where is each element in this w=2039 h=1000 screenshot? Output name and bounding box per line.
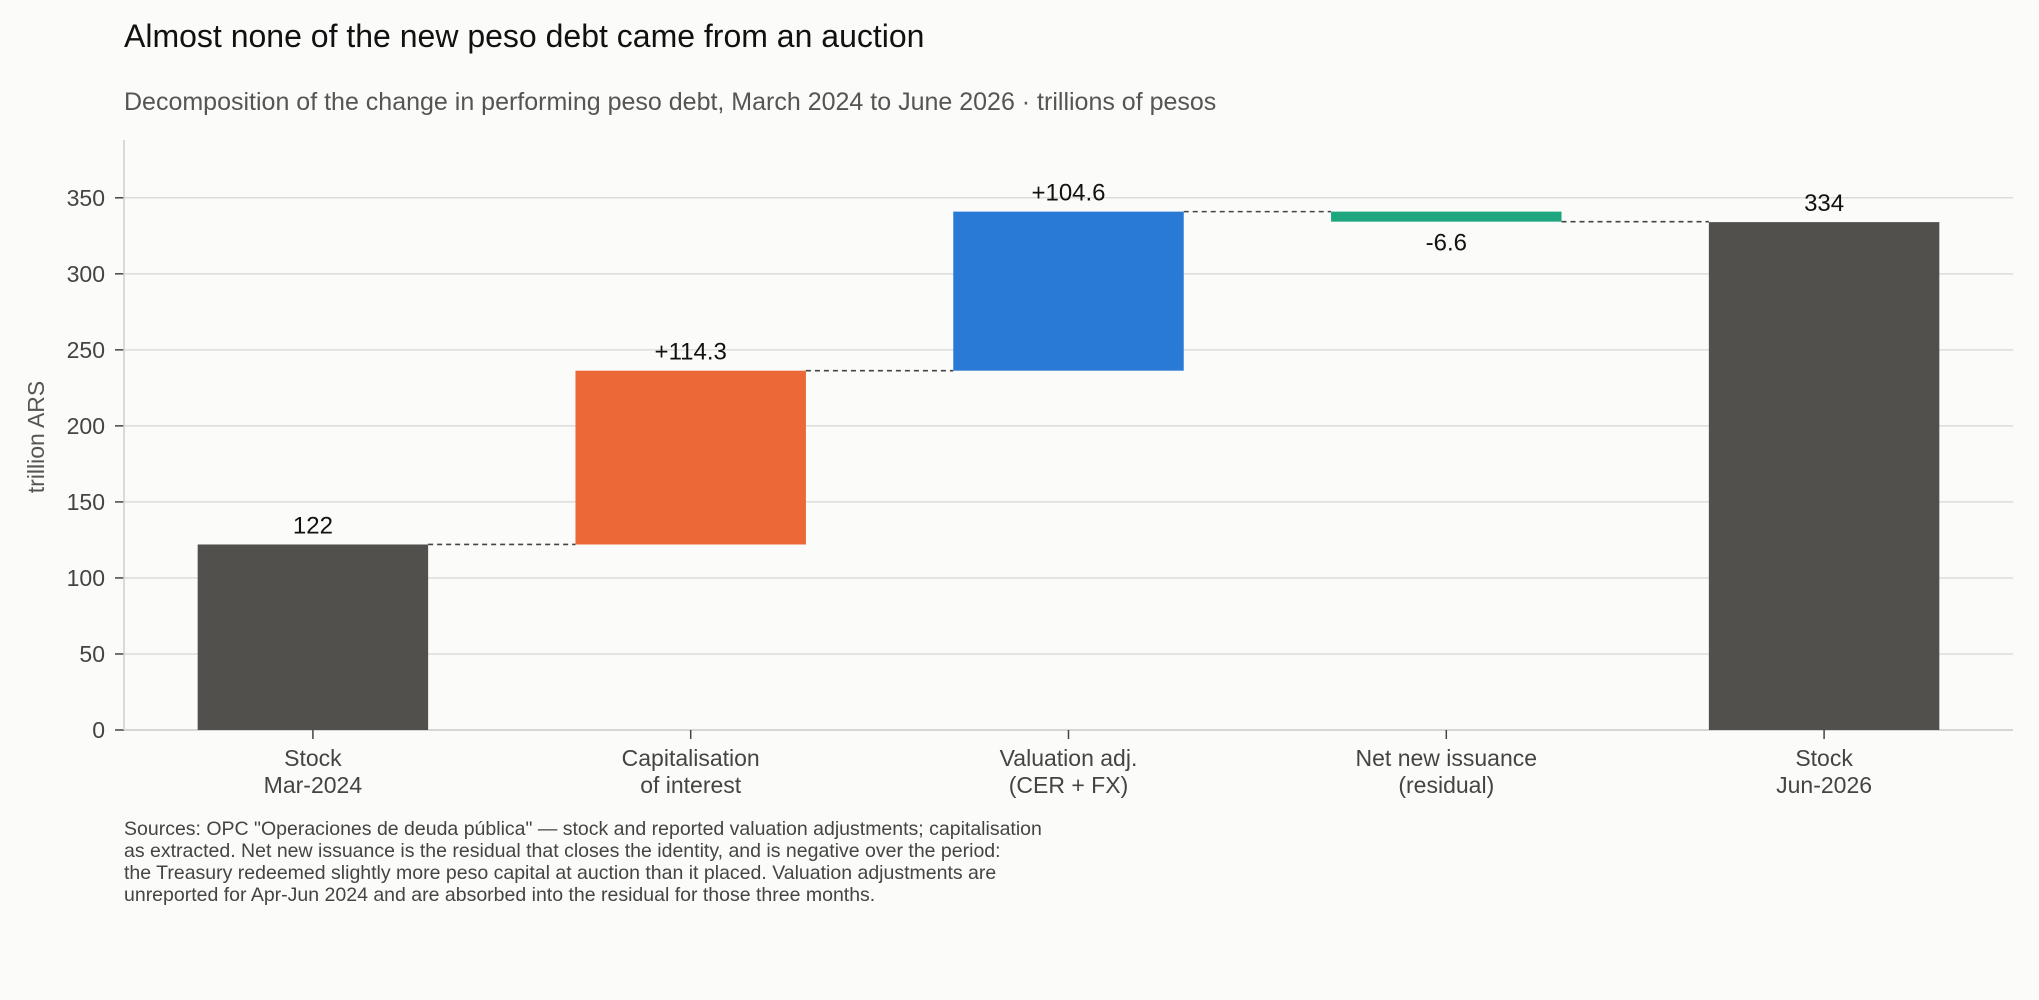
x-tick-label: Stock — [284, 745, 342, 771]
y-tick-label: 200 — [67, 413, 105, 439]
y-tick-label: 0 — [92, 717, 105, 743]
y-axis-label: trillion ARS — [23, 381, 49, 493]
connectors — [428, 210, 1709, 546]
sources-note: Sources: OPC "Operaciones de deuda públi… — [124, 818, 1204, 906]
x-tick-label: Stock — [1795, 745, 1853, 771]
x-tick-label: Capitalisation — [622, 745, 760, 771]
x-tick-label: (residual) — [1398, 772, 1494, 798]
sources-line: the Treasury redeemed slightly more peso… — [124, 862, 997, 884]
x-tick-label: Mar-2024 — [264, 772, 363, 798]
y-tick-label: 50 — [79, 641, 105, 667]
bar — [953, 211, 1184, 371]
y-tick-labels: 0 50 100 150 200 250 300 350 — [67, 185, 105, 743]
x-tick-label: of interest — [640, 772, 742, 798]
bar — [575, 370, 806, 545]
data-label: -6.6 — [1426, 230, 1467, 257]
bar — [1708, 222, 1940, 730]
data-label: 122 — [293, 512, 333, 539]
bar — [197, 544, 429, 730]
data-labels: 122 +114.3 +104.6 -6.6 334 — [293, 180, 1844, 540]
y-tick-label: 250 — [67, 337, 105, 363]
bar — [1331, 211, 1562, 222]
sources-line: Sources: OPC "Operaciones de deuda públi… — [124, 818, 1042, 840]
x-tick-label: Jun-2026 — [1776, 772, 1872, 798]
sources-line: as extracted. Net new issuance is the re… — [124, 840, 1001, 862]
x-tick-label: Net new issuance — [1356, 745, 1538, 771]
sources-line: unreported for Apr-Jun 2024 and are abso… — [124, 884, 876, 906]
data-label: 334 — [1804, 190, 1844, 217]
x-tick-label: (CER + FX) — [1009, 772, 1128, 798]
y-tick-label: 100 — [67, 565, 105, 591]
chart-subtitle: Decomposition of the change in performin… — [124, 88, 1217, 116]
chart-title: Almost none of the new peso debt came fr… — [124, 18, 925, 54]
y-tick-label: 150 — [67, 489, 105, 515]
y-tick-label: 350 — [67, 185, 105, 211]
data-label: +114.3 — [655, 339, 727, 366]
y-tick-label: 300 — [67, 261, 105, 287]
bars — [197, 211, 1940, 730]
x-tick-label: Valuation adj. — [1000, 745, 1138, 771]
data-label: +104.6 — [1031, 180, 1105, 207]
axes — [115, 140, 2013, 739]
